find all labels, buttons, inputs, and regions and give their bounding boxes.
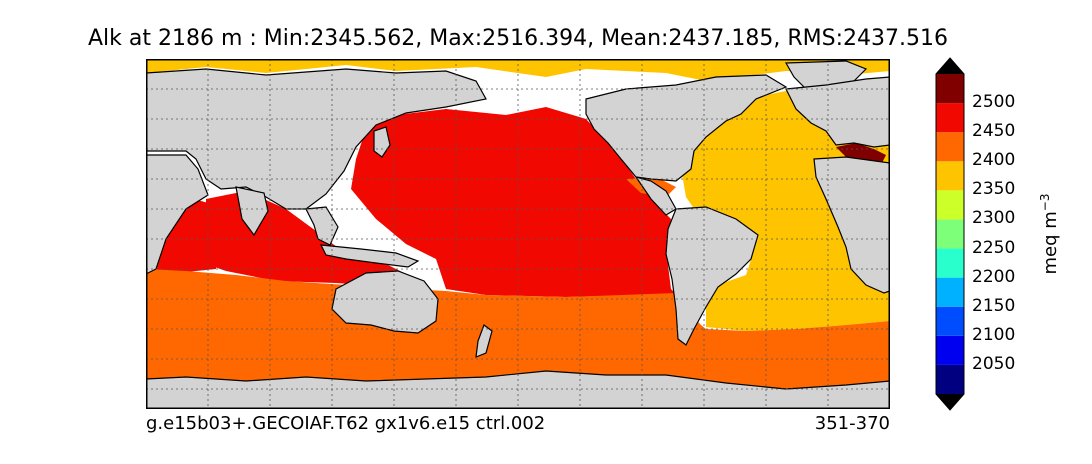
pacific-ocean-field (351, 107, 676, 297)
colorbar-outline (935, 57, 965, 411)
land-africa (813, 156, 890, 294)
colorbar-tick-label: 2400 (972, 150, 1016, 171)
land-indonesia (319, 244, 420, 268)
land-south-america (665, 206, 759, 346)
atlantic-ocean-field (678, 85, 890, 331)
colorbar-tick-label: 2050 (972, 353, 1016, 374)
colorbar-tick-label: 2150 (972, 295, 1016, 316)
colorbar-over-triangle (936, 58, 964, 74)
colorbar (935, 57, 965, 411)
land-australia (331, 270, 439, 334)
colorbar-label: meq m−3 (1038, 184, 1062, 284)
colorbar-segment (936, 161, 964, 191)
colorbar-segment (936, 277, 964, 307)
colorbar-segment (936, 132, 964, 162)
map-border (146, 59, 890, 409)
colorbar-tick-label: 2100 (972, 324, 1016, 345)
mediterranean-field (836, 143, 886, 163)
colorbar-unit-exponent: −3 (1038, 193, 1052, 212)
colorbar-unit: meq m (1040, 211, 1061, 275)
colorbar-segment (936, 74, 964, 104)
land-asia (146, 68, 487, 210)
land-japan (373, 126, 391, 158)
land-india (235, 186, 269, 237)
colorbar-tick-label: 2500 (972, 92, 1016, 113)
land-europe (785, 76, 890, 148)
colorbar-tick-label: 2250 (972, 237, 1016, 258)
map-grid (146, 59, 890, 409)
colorbar-tick-label: 2350 (972, 179, 1016, 200)
colorbar-segment (936, 335, 964, 365)
map-title: Alk at 2186 m : Min:2345.562, Max:2516.3… (88, 26, 948, 51)
colorbar-under-triangle (936, 394, 964, 410)
colorbar-tick-label: 2300 (972, 208, 1016, 229)
colorbar-segment (936, 306, 964, 336)
colorbar-tick-label: 2450 (972, 121, 1016, 142)
land-southeast-asia (305, 206, 339, 246)
colorbar-segment (936, 248, 964, 278)
colorbar-tick-label: 2200 (972, 266, 1016, 287)
colorbar-segment (936, 190, 964, 220)
colorbar-segment (936, 219, 964, 249)
colorbar-segment (936, 364, 964, 394)
map-plot (146, 59, 890, 409)
run-caption: g.e15b03+.GECOIAF.T62 gx1v6.e15 ctrl.002 (146, 413, 546, 434)
time-range-caption: 351-370 (814, 413, 890, 434)
land-new-zealand (475, 324, 493, 358)
land-north-america (585, 74, 788, 182)
colorbar-segment (936, 103, 964, 133)
